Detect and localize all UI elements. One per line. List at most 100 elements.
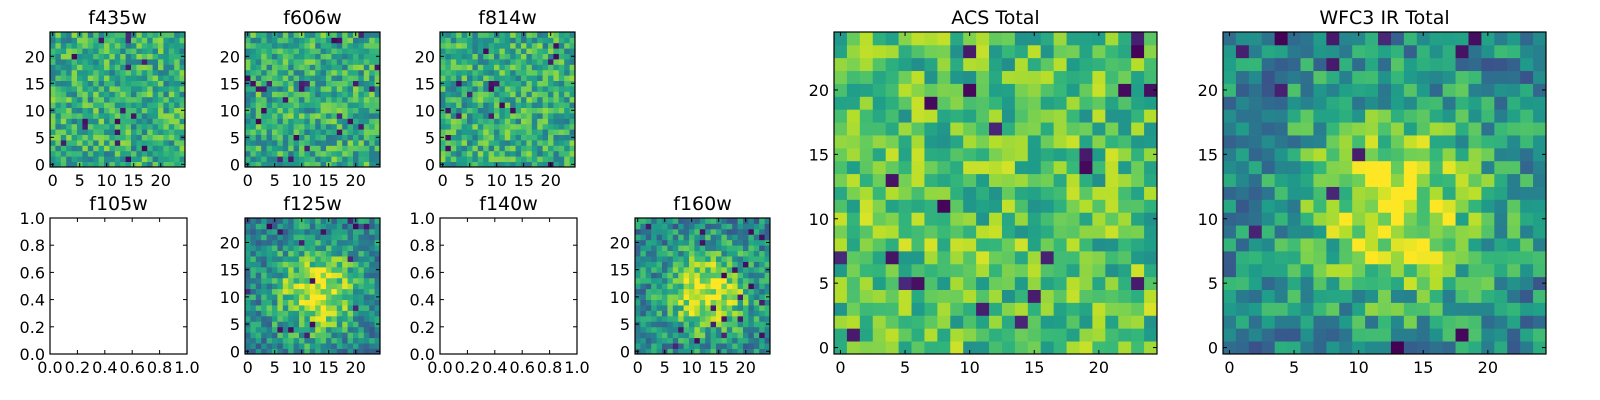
- heatmap-cell: [299, 239, 305, 246]
- heatmap-cell: [374, 261, 381, 268]
- heatmap-cell: [1429, 122, 1444, 136]
- heatmap-cell: [1223, 109, 1237, 123]
- heatmap-cell: [651, 239, 657, 246]
- heatmap-cell: [1261, 135, 1276, 149]
- heatmap-cell: [885, 315, 899, 329]
- heatmap-cell: [846, 250, 861, 265]
- heatmap-cell: [564, 118, 570, 125]
- heatmap-cell: [553, 156, 560, 162]
- heatmap-cell: [1248, 315, 1263, 329]
- heatmap-cell: [1274, 263, 1288, 278]
- heatmap-cell: [141, 113, 148, 119]
- heatmap-cell: [245, 326, 251, 333]
- x-tick-label: 0: [243, 358, 253, 377]
- heatmap-cell: [304, 150, 311, 157]
- heatmap-cell: [1105, 199, 1119, 213]
- heatmap-cell: [261, 348, 267, 355]
- heatmap-cell: [515, 140, 522, 146]
- heatmap-cell: [467, 80, 473, 87]
- heatmap-cell: [304, 272, 311, 279]
- heatmap-cell: [250, 283, 257, 290]
- heatmap-cell: [564, 64, 570, 71]
- heatmap-cell: [1442, 328, 1456, 342]
- heatmap-cell: [743, 239, 749, 246]
- heatmap-cell: [87, 48, 94, 54]
- heatmap-cell: [499, 107, 506, 114]
- heatmap-cell: [131, 96, 137, 103]
- heatmap-cell: [158, 37, 164, 44]
- heatmap-cell: [272, 123, 278, 130]
- heatmap-cell: [282, 250, 289, 257]
- heatmap-cell: [699, 266, 706, 273]
- heatmap-cell: [277, 96, 284, 103]
- heatmap-cell: [77, 48, 83, 54]
- heatmap-cell: [461, 59, 468, 65]
- heatmap-cell: [1235, 96, 1250, 110]
- heatmap-cell: [114, 69, 121, 76]
- heatmap-cell: [136, 145, 143, 152]
- heatmap-cell: [963, 263, 977, 278]
- heatmap-cell: [152, 150, 159, 157]
- heatmap-cell: [859, 83, 874, 97]
- heatmap-cell: [141, 75, 148, 81]
- heatmap-cell: [336, 161, 343, 168]
- heatmap-cell: [1144, 289, 1158, 303]
- heatmap-cell: [726, 294, 733, 300]
- heatmap-cell: [1235, 173, 1250, 187]
- heatmap-cell: [477, 129, 484, 135]
- heatmap-cell: [645, 218, 652, 224]
- heatmap-cell: [158, 102, 164, 108]
- heatmap-cell: [353, 245, 359, 252]
- heatmap-cell: [331, 42, 338, 49]
- heatmap-cell: [272, 107, 278, 114]
- heatmap-cell: [521, 96, 527, 103]
- heatmap-cell: [320, 239, 327, 246]
- heatmap-cell: [531, 156, 538, 162]
- heatmap-cell: [1339, 225, 1353, 239]
- heatmap-cell: [640, 294, 647, 300]
- heatmap-cell: [109, 69, 116, 76]
- heatmap-cell: [1300, 186, 1314, 200]
- heatmap-cell: [1261, 186, 1276, 200]
- heatmap-cell: [1040, 83, 1055, 97]
- heatmap-cell: [266, 42, 273, 49]
- heatmap-cell: [1040, 250, 1055, 265]
- heatmap-cell: [678, 283, 684, 290]
- heatmap-cell: [569, 59, 576, 65]
- heatmap-cell: [1131, 160, 1145, 175]
- heatmap-cell: [255, 315, 262, 322]
- heatmap-cell: [1053, 328, 1067, 342]
- heatmap-cell: [1287, 328, 1301, 342]
- heatmap-cell: [488, 123, 495, 130]
- heatmap-cell: [71, 80, 78, 87]
- heatmap-cell: [483, 59, 489, 65]
- heatmap-cell: [374, 326, 381, 333]
- heatmap-cell: [293, 272, 300, 279]
- heatmap-cell: [694, 245, 701, 252]
- heatmap-cell: [450, 32, 457, 38]
- heatmap-cell: [369, 145, 375, 152]
- heatmap-cell: [326, 223, 332, 230]
- heatmap-cell: [1494, 212, 1508, 226]
- heatmap-cell: [472, 37, 479, 44]
- heatmap-cell: [331, 53, 338, 60]
- heatmap-cell: [293, 245, 300, 252]
- heatmap-cell: [721, 261, 728, 268]
- heatmap-cell: [526, 75, 533, 81]
- heatmap-cell: [542, 64, 549, 71]
- heatmap-cell: [950, 225, 964, 239]
- heatmap-cell: [114, 134, 121, 141]
- heatmap-cell: [342, 53, 348, 60]
- heatmap-cell: [1105, 250, 1119, 265]
- heatmap-cell: [1040, 96, 1055, 110]
- heatmap-cell: [494, 156, 500, 162]
- heatmap-cell: [326, 42, 332, 49]
- heatmap-cell: [963, 83, 977, 97]
- heatmap-cell: [261, 337, 267, 344]
- heatmap-cell: [753, 261, 760, 268]
- heatmap-cell: [1429, 238, 1444, 252]
- heatmap-cell: [55, 156, 62, 162]
- heatmap-cell: [266, 150, 273, 157]
- heatmap-cell: [477, 102, 484, 108]
- heatmap-cell: [667, 294, 674, 300]
